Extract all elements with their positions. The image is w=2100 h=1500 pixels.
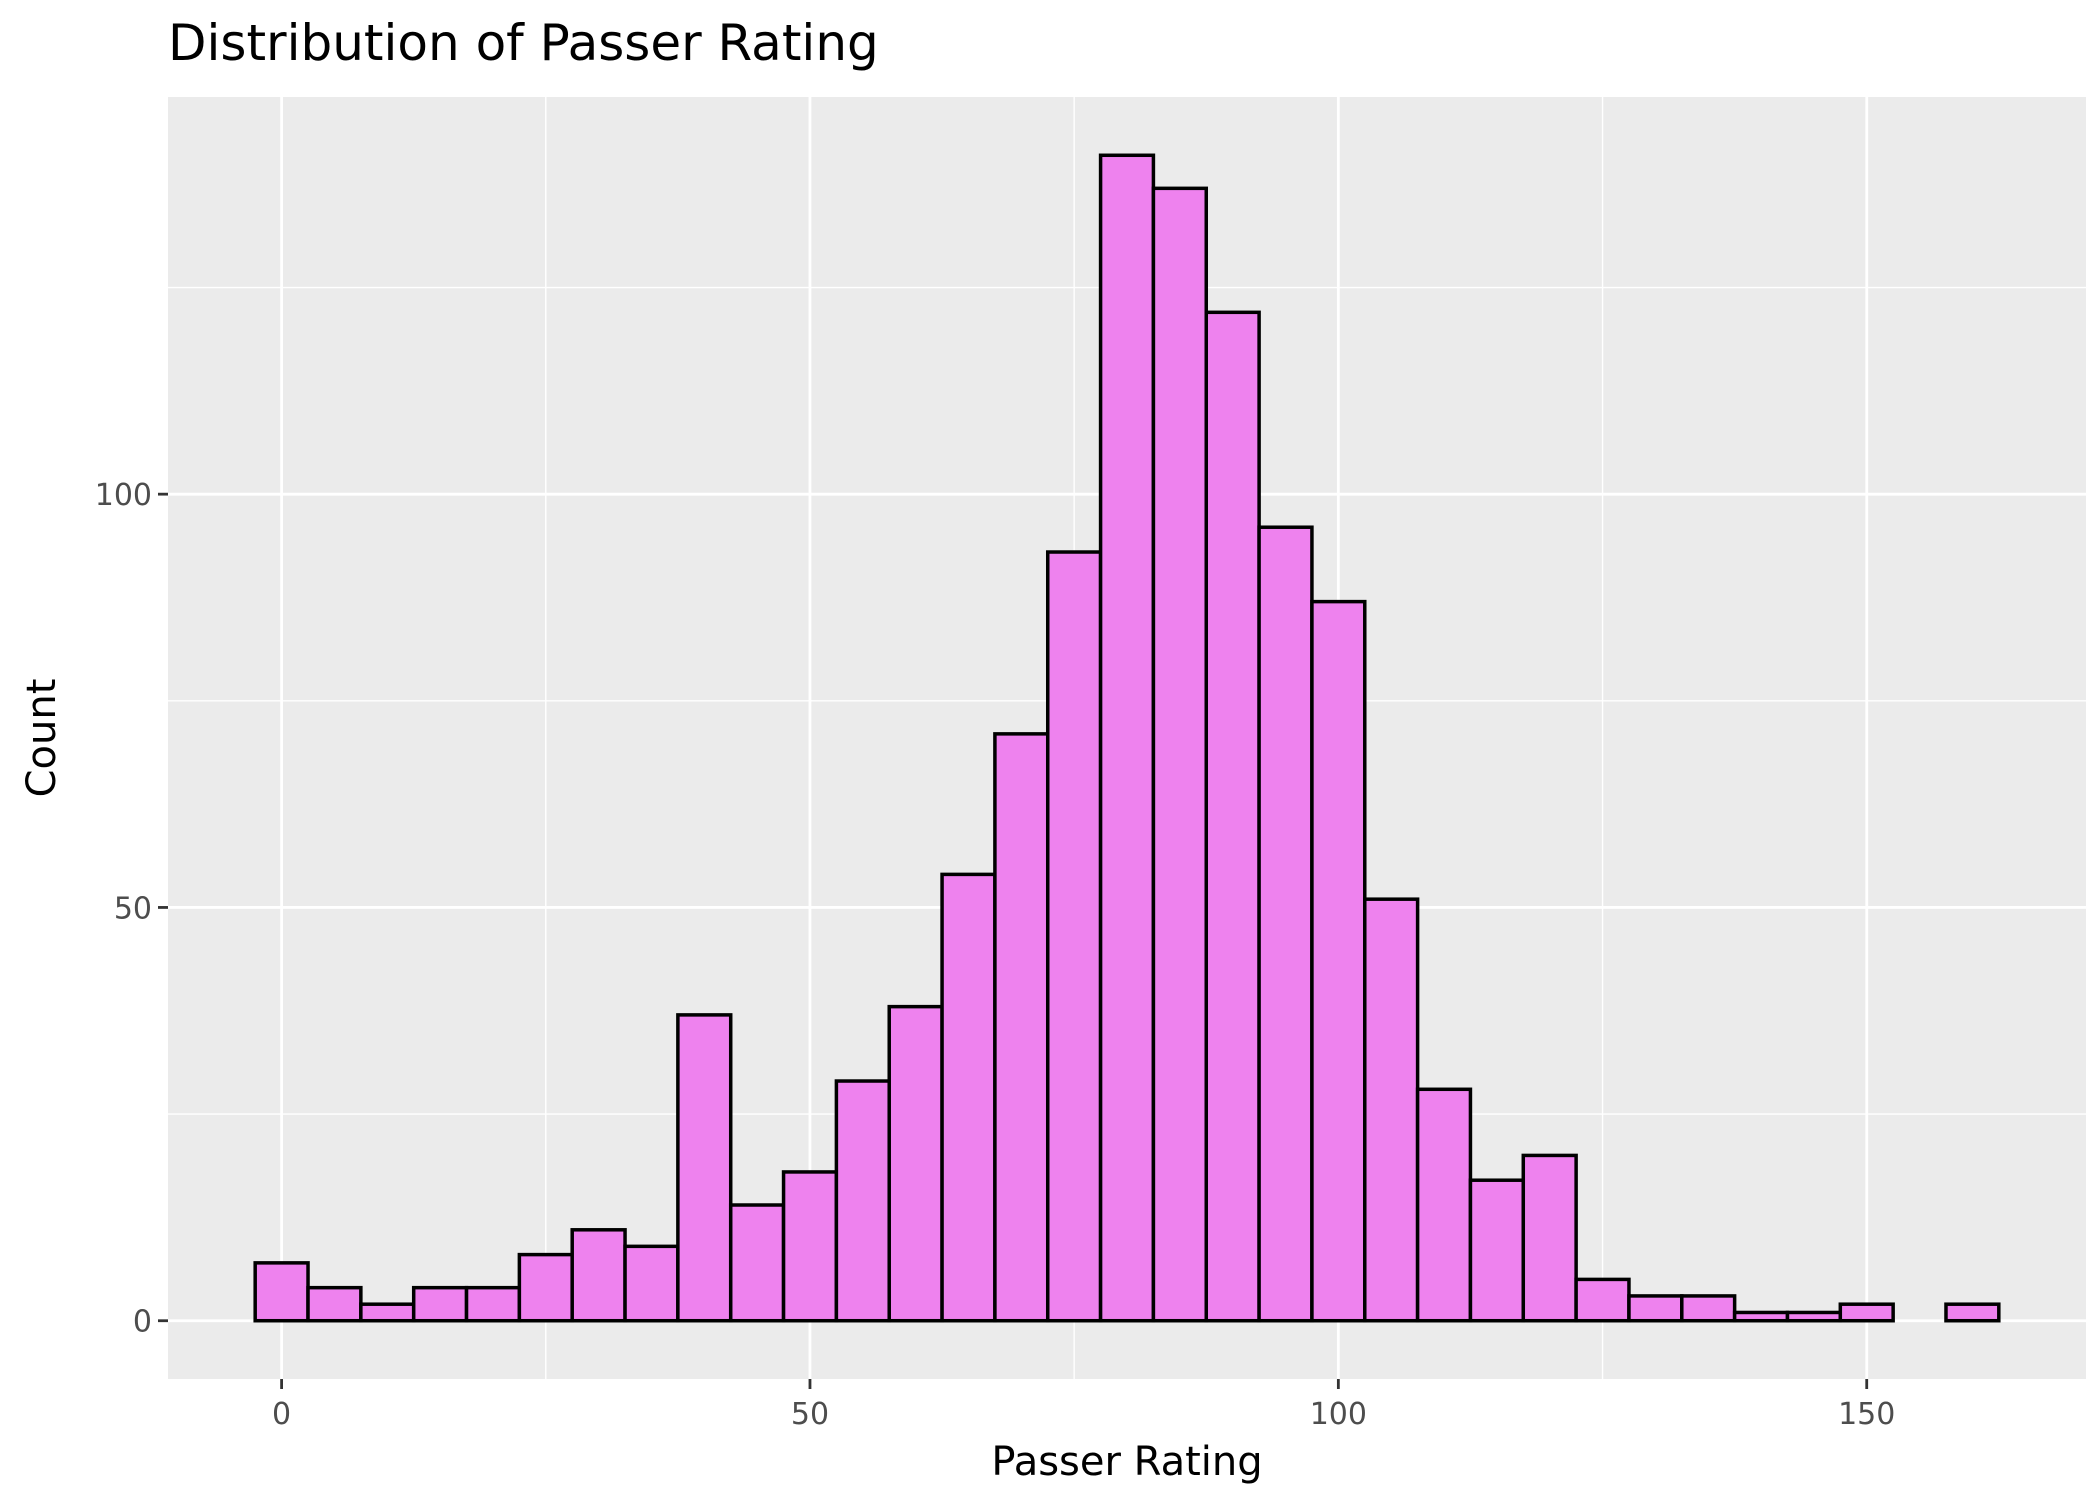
histogram-bar xyxy=(676,1013,733,1323)
histogram-bar xyxy=(1045,550,1103,1323)
y-axis-label: Count xyxy=(19,679,65,798)
histogram-bar xyxy=(464,1285,522,1323)
histogram-bar xyxy=(1151,186,1209,1323)
histogram-bar xyxy=(887,1004,944,1323)
histogram-bar xyxy=(1944,1302,2001,1323)
histogram-bar xyxy=(1098,153,1156,1323)
x-axis-label: Passer Rating xyxy=(991,1439,1262,1485)
histogram-bar xyxy=(781,1170,839,1323)
x-tick-label: 50 xyxy=(791,1397,829,1432)
histogram-bar xyxy=(1785,1310,1843,1323)
histogram-bar xyxy=(306,1285,363,1323)
histogram-bar xyxy=(1468,1178,1526,1323)
histogram-bar xyxy=(993,732,1050,1323)
histogram-bar xyxy=(1627,1294,1684,1323)
chart-title: Distribution of Passer Rating xyxy=(168,14,879,72)
histogram-bar xyxy=(1521,1153,1578,1323)
histogram-bar xyxy=(517,1252,574,1323)
x-tick-label: 100 xyxy=(1310,1397,1367,1432)
x-tick-label: 150 xyxy=(1838,1397,1895,1432)
histogram-bar xyxy=(1257,525,1314,1323)
histogram-bars xyxy=(253,153,2001,1323)
histogram-bar xyxy=(940,872,997,1323)
histogram-bar xyxy=(1363,897,1420,1323)
histogram-bar xyxy=(570,1228,627,1323)
histogram-bar xyxy=(411,1285,469,1323)
y-tick-label: 50 xyxy=(114,891,152,926)
histogram-bar xyxy=(728,1203,786,1323)
histogram-bar xyxy=(834,1079,891,1323)
histogram-bar xyxy=(1204,310,1261,1323)
histogram-bar xyxy=(359,1302,416,1323)
y-axis: 0 50 100 xyxy=(95,478,168,1340)
y-tick-label: 0 xyxy=(133,1305,152,1340)
x-tick-label: 0 xyxy=(272,1397,291,1432)
histogram-bar xyxy=(1680,1294,1737,1323)
histogram-bar xyxy=(1732,1310,1790,1323)
histogram-bar xyxy=(1415,1087,1473,1323)
histogram-bar xyxy=(1838,1302,1895,1323)
x-axis: 0 50 100 150 xyxy=(272,1379,1895,1432)
histogram-bar xyxy=(253,1261,310,1323)
histogram-bar xyxy=(1574,1277,1631,1323)
y-tick-label: 100 xyxy=(95,478,152,513)
histogram-bar xyxy=(623,1244,680,1323)
histogram-bar xyxy=(1310,599,1367,1323)
